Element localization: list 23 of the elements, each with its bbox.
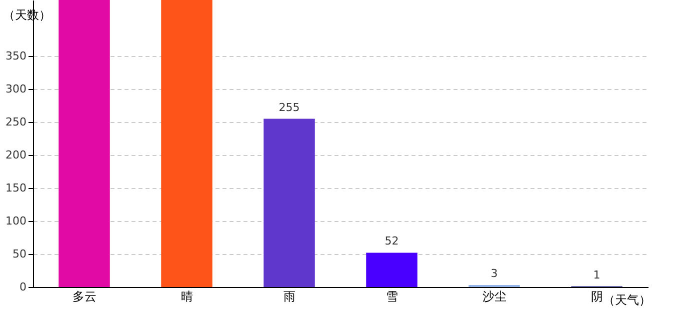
x-tick-label: 多云 bbox=[72, 290, 96, 304]
bar bbox=[58, 0, 110, 287]
y-tick-label: 200 bbox=[6, 148, 26, 162]
x-tick-label: 阴 bbox=[590, 290, 603, 304]
x-tick-label: 雪 bbox=[386, 290, 398, 304]
data-label: 3 bbox=[490, 267, 498, 280]
y-tick-label: 150 bbox=[6, 182, 26, 195]
y-tick-label: 0 bbox=[20, 280, 26, 294]
y-tick-label: 300 bbox=[6, 82, 26, 96]
bar bbox=[264, 118, 315, 287]
data-label: 52 bbox=[384, 234, 399, 248]
data-label: 255 bbox=[278, 100, 300, 114]
bar bbox=[161, 0, 212, 287]
x-axis-title: （天气） bbox=[603, 293, 651, 307]
x-tick-label: 沙尘 bbox=[482, 290, 506, 304]
bar bbox=[366, 252, 418, 287]
y-tick-label: 250 bbox=[6, 116, 26, 129]
x-tick-label: 晴 bbox=[180, 290, 193, 304]
x-tick-label: 雨 bbox=[283, 290, 296, 304]
y-tick-label: 100 bbox=[6, 214, 26, 228]
y-tick-label: 50 bbox=[12, 248, 26, 261]
data-label: 1 bbox=[593, 268, 600, 282]
y-tick-label: 350 bbox=[6, 50, 26, 63]
